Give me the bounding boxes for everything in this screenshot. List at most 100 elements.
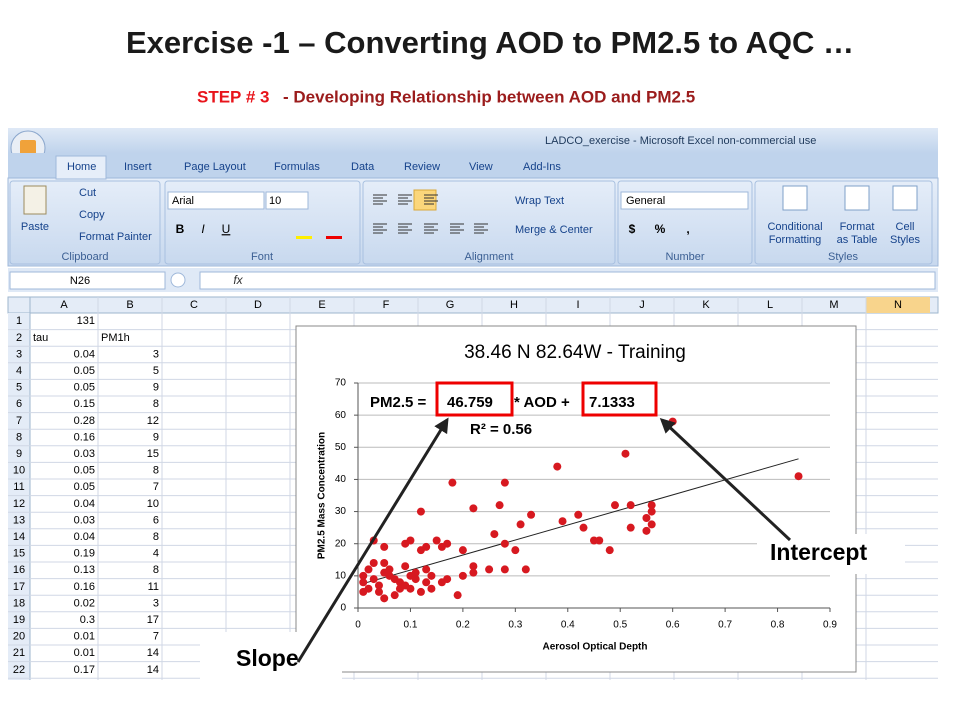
cell[interactable]: 9 bbox=[153, 431, 159, 443]
button-label[interactable]: Styles bbox=[890, 234, 920, 246]
button-label[interactable]: Formatting bbox=[769, 234, 822, 246]
cell[interactable]: 0.01 bbox=[74, 647, 95, 659]
cell[interactable]: 0.02 bbox=[74, 597, 95, 609]
name-box[interactable] bbox=[9, 271, 166, 290]
button-label[interactable]: as Table bbox=[837, 234, 878, 246]
cell[interactable]: 10 bbox=[147, 498, 159, 510]
cell[interactable]: 4 bbox=[153, 548, 159, 560]
cell[interactable]: 0.05 bbox=[74, 481, 95, 493]
cell[interactable]: 0.17 bbox=[74, 664, 95, 676]
cell[interactable]: 0.05 bbox=[74, 382, 95, 394]
row-header[interactable]: 5 bbox=[16, 382, 22, 394]
ribbon-tab[interactable]: Review bbox=[404, 161, 440, 173]
row-header[interactable]: 11 bbox=[13, 481, 24, 493]
cell[interactable]: 11 bbox=[148, 581, 159, 593]
button-label[interactable]: Format bbox=[840, 221, 875, 233]
row-header[interactable]: 21 bbox=[13, 647, 25, 659]
cell[interactable]: 0.01 bbox=[74, 631, 95, 643]
column-header[interactable]: H bbox=[510, 299, 518, 311]
row-header[interactable]: 13 bbox=[13, 514, 25, 526]
ribbon-tab[interactable]: Insert bbox=[124, 161, 152, 173]
column-header[interactable]: B bbox=[126, 299, 133, 311]
column-header[interactable]: A bbox=[60, 299, 68, 311]
number-button[interactable]: $ bbox=[629, 222, 636, 236]
font-size[interactable]: 10 bbox=[269, 195, 281, 207]
column-header[interactable]: J bbox=[639, 299, 645, 311]
cell[interactable]: 0.15 bbox=[74, 398, 95, 410]
cell[interactable]: 15 bbox=[147, 448, 159, 460]
cell[interactable]: 17 bbox=[147, 614, 159, 626]
format-button[interactable]: B bbox=[176, 222, 185, 236]
row-header[interactable]: 19 bbox=[13, 614, 25, 626]
cell[interactable]: 9 bbox=[153, 382, 159, 394]
column-header[interactable]: K bbox=[702, 299, 710, 311]
column-header[interactable]: L bbox=[767, 299, 773, 311]
cell[interactable]: 8 bbox=[153, 398, 159, 410]
row-header[interactable]: 1 bbox=[16, 315, 22, 327]
cell[interactable]: 12 bbox=[147, 415, 159, 427]
cell[interactable]: 0.13 bbox=[74, 564, 95, 576]
cell[interactable]: tau bbox=[33, 332, 48, 344]
cell[interactable]: 14 bbox=[147, 664, 159, 676]
cell[interactable]: 0.16 bbox=[74, 581, 95, 593]
column-header[interactable]: M bbox=[829, 299, 838, 311]
row-header[interactable]: 9 bbox=[16, 448, 22, 460]
number-format[interactable]: General bbox=[626, 195, 665, 207]
ribbon-tab[interactable]: Formulas bbox=[274, 161, 320, 173]
row-header[interactable]: 15 bbox=[13, 548, 25, 560]
row-header[interactable]: 8 bbox=[16, 431, 22, 443]
cell[interactable]: 0.04 bbox=[74, 531, 95, 543]
row-header[interactable]: 12 bbox=[13, 498, 25, 510]
align-icon[interactable] bbox=[373, 194, 387, 205]
row-header[interactable]: 22 bbox=[13, 664, 25, 676]
format-button[interactable]: I bbox=[201, 222, 205, 236]
row-header[interactable]: 20 bbox=[13, 631, 25, 643]
button-label[interactable]: Cut bbox=[79, 187, 96, 199]
column-header[interactable]: D bbox=[254, 299, 262, 311]
column-header[interactable]: F bbox=[383, 299, 390, 311]
name-box-text[interactable]: N26 bbox=[70, 275, 90, 287]
row-header[interactable]: 14 bbox=[13, 531, 25, 543]
number-button[interactable]: % bbox=[655, 222, 666, 236]
number-format-box[interactable] bbox=[620, 191, 749, 210]
font-name-box[interactable] bbox=[167, 191, 265, 210]
row-header[interactable]: 7 bbox=[16, 415, 22, 427]
cell[interactable]: 8 bbox=[153, 465, 159, 477]
cell[interactable]: 5 bbox=[153, 365, 159, 377]
ribbon-tab[interactable]: Home bbox=[67, 161, 96, 173]
align-icon[interactable] bbox=[398, 223, 412, 234]
column-header[interactable]: E bbox=[318, 299, 325, 311]
ribbon-tab[interactable]: Data bbox=[351, 161, 375, 173]
cell[interactable]: 0.16 bbox=[74, 431, 95, 443]
align-icon[interactable] bbox=[424, 194, 438, 205]
row-header[interactable]: 10 bbox=[13, 465, 25, 477]
font-name[interactable]: Arial bbox=[172, 195, 194, 207]
cell[interactable]: 0.3 bbox=[80, 614, 95, 626]
button-label[interactable]: Merge & Center bbox=[515, 224, 593, 236]
button-label[interactable]: Copy bbox=[79, 209, 105, 221]
button-label[interactable]: Wrap Text bbox=[515, 195, 564, 207]
ribbon-tab[interactable]: View bbox=[469, 161, 493, 173]
button-label[interactable]: Format Painter bbox=[79, 231, 152, 243]
cell[interactable]: 8 bbox=[153, 564, 159, 576]
cell[interactable]: 0.04 bbox=[74, 498, 95, 510]
cell[interactable]: 0.05 bbox=[74, 465, 95, 477]
cell[interactable]: 0.03 bbox=[74, 448, 95, 460]
cell[interactable]: 0.03 bbox=[74, 514, 95, 526]
column-header[interactable]: C bbox=[190, 299, 198, 311]
ribbon-tab[interactable]: Page Layout bbox=[184, 161, 246, 173]
align-icon[interactable] bbox=[424, 223, 438, 234]
row-header[interactable]: 4 bbox=[16, 365, 22, 377]
button-label[interactable]: Cell bbox=[896, 221, 915, 233]
cell[interactable]: 6 bbox=[153, 514, 159, 526]
format-button[interactable]: U bbox=[222, 222, 231, 236]
formula-input[interactable] bbox=[199, 271, 936, 290]
button-label[interactable]: Conditional bbox=[767, 221, 822, 233]
row-header[interactable]: 2 bbox=[16, 332, 22, 344]
cell[interactable]: 131 bbox=[77, 315, 95, 327]
align-icon[interactable] bbox=[398, 194, 412, 205]
cell[interactable]: 14 bbox=[147, 647, 159, 659]
row-header[interactable]: 16 bbox=[13, 564, 25, 576]
cell[interactable]: 0.05 bbox=[74, 365, 95, 377]
cell[interactable]: 7 bbox=[153, 481, 159, 493]
